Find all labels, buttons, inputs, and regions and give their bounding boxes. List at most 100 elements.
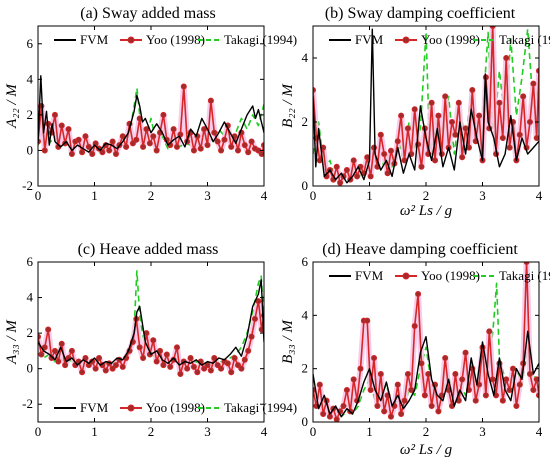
legend-label: Yoo (1998) [421, 32, 480, 47]
x-tick-label: 0 [35, 188, 42, 203]
data-point [496, 99, 503, 106]
data-point [354, 173, 361, 180]
data-point [146, 140, 153, 147]
y-tick-label: 0 [27, 361, 34, 376]
data-point [320, 410, 327, 417]
data-point [486, 328, 493, 335]
x-tick-label: 1 [91, 424, 98, 439]
data-point [340, 402, 347, 409]
x-tick-label: 4 [536, 188, 543, 203]
data-point [462, 125, 469, 132]
data-point [177, 370, 184, 377]
data-point [526, 119, 533, 126]
legend-label: Yoo (1998) [421, 268, 480, 283]
data-point [377, 370, 384, 377]
series-line-fvm [38, 75, 264, 153]
legend-marker [402, 272, 410, 280]
data-point [357, 365, 364, 372]
data-point [455, 99, 462, 106]
x-tick-label: 0 [310, 424, 317, 439]
data-point [469, 87, 476, 94]
legend-label: Yoo (1998) [146, 400, 205, 415]
data-point [516, 381, 523, 388]
legend-label: Takagi (1994) [224, 32, 297, 47]
plot-area [313, 26, 539, 186]
y-axis-label: B₂₂ / M [280, 83, 296, 128]
data-point [41, 147, 48, 154]
data-point [79, 149, 86, 156]
y-tick-label: 6 [27, 254, 34, 269]
data-point [536, 392, 539, 399]
legend-label: Takagi (1994) [224, 400, 297, 415]
x-tick-label: 2 [148, 424, 155, 439]
data-point [123, 143, 130, 150]
data-point [231, 354, 238, 361]
data-point [387, 413, 394, 420]
data-point [160, 111, 167, 118]
legend-marker [127, 404, 135, 412]
data-point [435, 408, 442, 415]
data-point [218, 147, 225, 154]
data-point [381, 150, 388, 157]
data-point [62, 362, 69, 369]
x-tick-label: 3 [479, 424, 486, 439]
legend-label: Takagi (1994) [499, 268, 550, 283]
data-point [38, 351, 45, 358]
y-tick-label: 2 [302, 361, 309, 376]
legend-label: FVM [355, 268, 384, 283]
data-point [333, 163, 340, 170]
data-point [398, 112, 405, 119]
data-point [119, 133, 126, 140]
data-point [133, 136, 140, 143]
data-point [472, 397, 479, 404]
data-point [129, 140, 136, 147]
data-point [167, 363, 174, 370]
data-point [58, 340, 65, 347]
data-point [374, 402, 381, 409]
data-point [530, 386, 537, 393]
x-tick-label: 3 [204, 424, 211, 439]
axes-box [37, 25, 265, 187]
data-point [459, 154, 466, 161]
data-point [316, 381, 323, 388]
data-point [435, 112, 442, 119]
y-axis-label: A₂₂ / M [4, 83, 20, 129]
data-point [530, 80, 537, 87]
data-point [313, 87, 316, 93]
data-point [428, 402, 435, 409]
data-point [109, 365, 116, 372]
x-axis-label: ω² Ls / g [400, 442, 453, 458]
x-tick-label: 4 [261, 424, 268, 439]
x-tick-label: 3 [204, 188, 211, 203]
data-point [411, 106, 418, 113]
data-point [401, 397, 408, 404]
legend: FVM Yoo (1998) Takagi (1994) [329, 268, 550, 283]
data-point [197, 145, 204, 152]
y-tick-label: 6 [302, 254, 309, 269]
data-point [258, 151, 264, 157]
data-point [65, 126, 72, 133]
y-axis-label: A₃₃ / M [4, 319, 20, 365]
data-point [204, 362, 211, 369]
legend-label: FVM [355, 32, 384, 47]
data-point [241, 142, 248, 149]
panel-title: (c) Heave added mass [78, 241, 219, 258]
data-point [68, 150, 75, 157]
series-highlight [313, 26, 539, 186]
data-point [520, 93, 527, 100]
data-point [96, 354, 103, 361]
data-point [350, 157, 357, 164]
data-point [418, 163, 425, 170]
data-point [241, 356, 248, 363]
panel-title: (a) Sway added mass [80, 5, 216, 22]
data-point [384, 170, 391, 177]
legend: FVM Yoo (1998) Takagi (1994) [54, 32, 297, 47]
data-point [45, 326, 52, 333]
plot-area [313, 262, 539, 422]
legend: FVM Yoo (1998) Takagi (1994) [54, 400, 297, 415]
data-point [89, 150, 96, 157]
data-point [235, 147, 242, 154]
y-tick-label: 2 [27, 107, 34, 122]
panel-b: (b) Sway damping coefficient 0 1 2 3 4 0 2 4 B₂₂ … [280, 5, 550, 219]
